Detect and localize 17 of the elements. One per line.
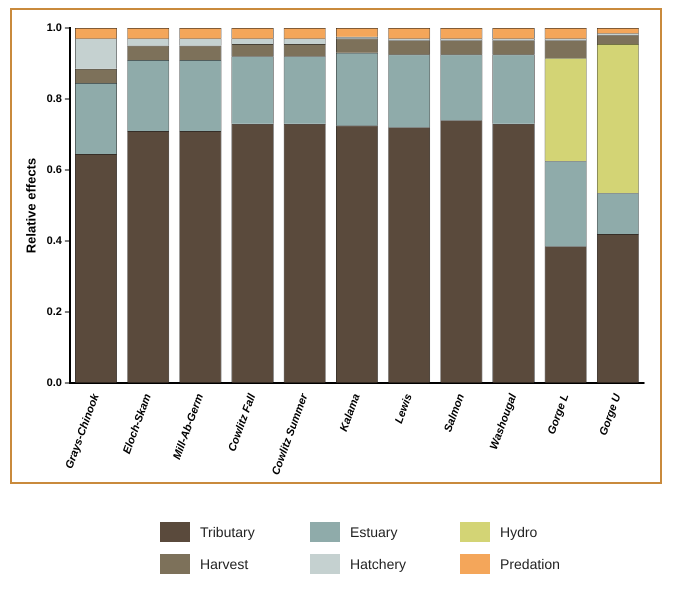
legend-label: Estuary xyxy=(350,524,398,540)
y-tick-label: 0.2 xyxy=(46,306,62,318)
y-tick-label: 0.8 xyxy=(46,93,62,106)
y-tick-label: 1.0 xyxy=(46,22,62,34)
y-axis-title: Relative effects xyxy=(23,158,38,254)
y-tick-label: 0.4 xyxy=(46,235,63,248)
legend-label: Tributary xyxy=(200,524,255,540)
legend-label: Hydro xyxy=(500,524,538,540)
legend-label: Predation xyxy=(500,556,560,572)
x-tick-label: Cowlitz Fall xyxy=(226,391,259,454)
x-tick-label: Gorge L xyxy=(546,392,572,436)
x-tick-label: Lewis xyxy=(393,392,415,426)
legend-label: Harvest xyxy=(200,556,248,572)
y-tick-label: 0.0 xyxy=(46,377,62,390)
legend-label: Hatchery xyxy=(350,556,406,572)
y-tick-label: 0.6 xyxy=(46,164,62,176)
x-tick-label: Gorge U xyxy=(597,391,624,438)
